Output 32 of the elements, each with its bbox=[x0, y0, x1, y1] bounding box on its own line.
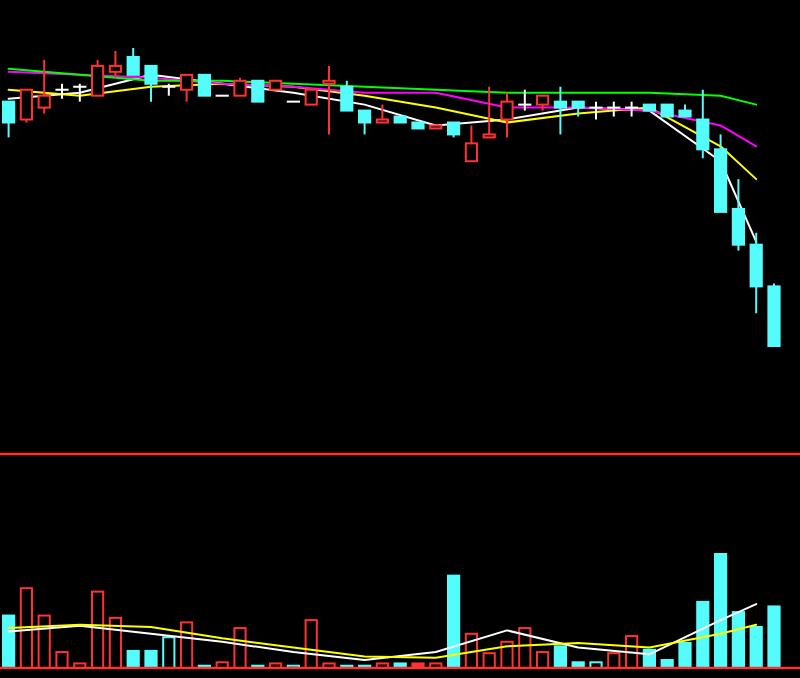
candlestick bbox=[518, 88, 532, 112]
candlestick bbox=[126, 47, 140, 76]
candlestick bbox=[482, 85, 496, 139]
candlestick bbox=[37, 58, 51, 115]
bar bbox=[767, 605, 781, 669]
bar bbox=[678, 641, 692, 669]
candlestick bbox=[108, 49, 122, 79]
candlestick bbox=[464, 124, 478, 163]
bar bbox=[447, 574, 461, 669]
bar bbox=[162, 636, 176, 669]
candlestick bbox=[696, 88, 710, 160]
candlestick bbox=[340, 79, 354, 112]
bar bbox=[749, 625, 763, 669]
bar bbox=[714, 553, 728, 669]
bar bbox=[731, 611, 745, 669]
bar bbox=[144, 649, 158, 669]
candlestick bbox=[197, 73, 211, 97]
bar bbox=[696, 600, 710, 669]
candlestick bbox=[358, 109, 372, 136]
candlestick bbox=[749, 231, 763, 315]
bar bbox=[553, 645, 567, 669]
candlestick bbox=[731, 178, 745, 252]
candlestick bbox=[91, 58, 105, 97]
candlestick bbox=[180, 73, 194, 103]
bar bbox=[2, 614, 16, 669]
candlestick bbox=[2, 100, 16, 139]
candlestick bbox=[553, 85, 567, 136]
candlestick bbox=[322, 64, 336, 136]
candlestick bbox=[144, 64, 158, 103]
candlestick bbox=[19, 88, 33, 124]
candlestick bbox=[500, 91, 514, 139]
candlestick bbox=[251, 79, 265, 103]
